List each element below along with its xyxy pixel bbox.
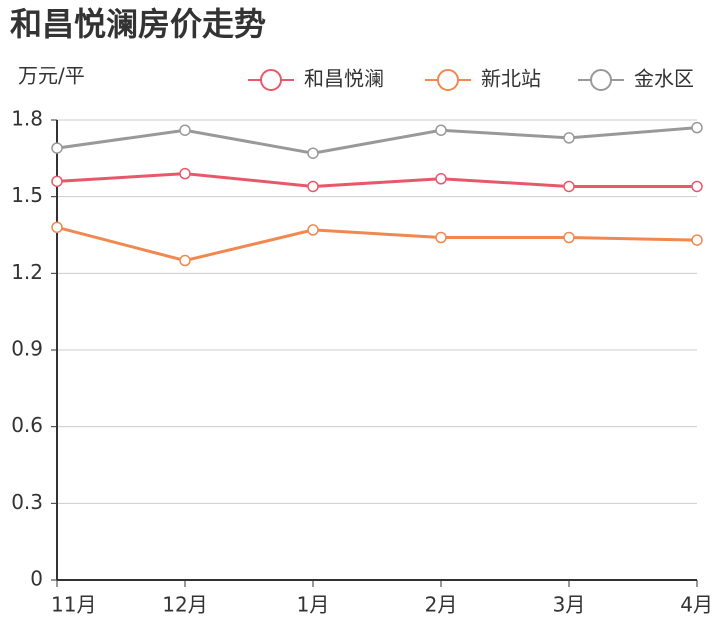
y-tick-label: 0 (30, 567, 43, 591)
legend-marker (437, 69, 459, 91)
data-point (435, 231, 447, 244)
y-tick-label: 0.6 (11, 413, 43, 437)
x-tick-label: 3月 (553, 593, 586, 617)
data-point (307, 147, 319, 159)
data-point (691, 121, 703, 134)
legend-label: 和昌悦澜 (304, 67, 384, 91)
data-point (307, 180, 319, 193)
chart-title: 和昌悦澜房价走势 (10, 5, 266, 43)
data-point (51, 221, 63, 234)
data-point (691, 234, 703, 246)
legend-marker (590, 69, 612, 91)
data-point (563, 231, 575, 244)
data-point (307, 224, 319, 236)
x-tick-label: 12月 (162, 593, 207, 617)
y-axis-label: 万元/平 (18, 64, 85, 88)
x-tick-label: 11月 (51, 593, 96, 617)
y-tick-label: 0.3 (11, 490, 43, 514)
y-tick-label: 1.5 (11, 183, 43, 207)
data-point (179, 254, 191, 267)
data-point (51, 142, 63, 154)
data-point (563, 132, 575, 144)
series-line (56, 225, 698, 263)
y-tick-label: 1.2 (11, 260, 43, 284)
series-line (56, 172, 697, 188)
data-point (435, 173, 447, 185)
x-tick-label: 2月 (425, 593, 458, 617)
data-point (435, 124, 447, 136)
x-tick-label: 4月 (680, 593, 713, 617)
data-point (179, 167, 191, 180)
data-point (563, 180, 575, 193)
data-point (179, 124, 191, 136)
legend-label: 金水区 (634, 67, 694, 91)
legend-label: 新北站 (481, 67, 541, 91)
legend-marker (260, 69, 282, 91)
y-tick-label: 1.8 (11, 107, 43, 131)
x-tick-label: 1月 (297, 593, 330, 617)
y-tick-label: 0.9 (11, 337, 43, 361)
series-line (56, 126, 698, 155)
data-point (51, 175, 63, 188)
data-point (691, 180, 703, 193)
